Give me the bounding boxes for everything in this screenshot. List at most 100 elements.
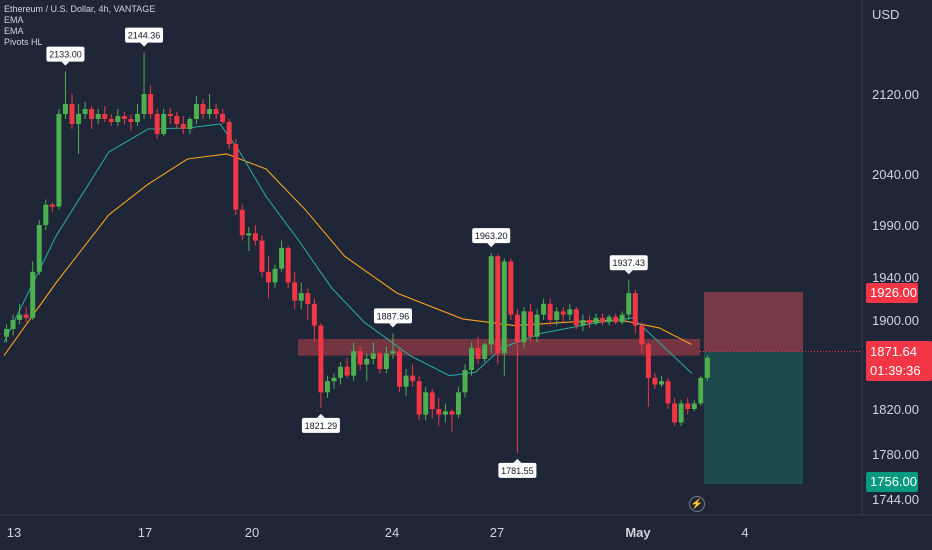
- candle-body: [678, 403, 684, 423]
- candle-body: [318, 325, 324, 393]
- pivot-label-box: [373, 308, 412, 324]
- candle-body: [246, 233, 252, 236]
- candle-body: [193, 104, 199, 119]
- candle-body: [554, 311, 560, 320]
- pivot-label-pointer: [316, 413, 325, 418]
- candle-body: [180, 124, 186, 129]
- candle-body: [226, 122, 232, 144]
- candle-body: [626, 293, 632, 315]
- pivot-label-box: [301, 417, 340, 433]
- candle-body: [357, 351, 363, 365]
- candle-body: [95, 114, 101, 119]
- ema-fast-line: [3, 123, 693, 377]
- candle-body: [449, 411, 455, 415]
- candle-body: [534, 314, 540, 337]
- candle-body: [167, 114, 173, 116]
- pivot-label-box: [472, 228, 511, 244]
- pivot-label-box: [125, 27, 164, 43]
- candle-body: [148, 94, 154, 114]
- candle-body: [698, 377, 704, 404]
- candle-body: [436, 409, 442, 415]
- candle-body: [567, 309, 573, 315]
- candle-body: [613, 316, 619, 323]
- y-tick-label: 1900.00: [872, 313, 919, 328]
- candle-body: [573, 309, 579, 326]
- stop-loss-box: [704, 292, 803, 352]
- x-tick-label: 17: [138, 525, 152, 540]
- candle-body: [423, 392, 429, 415]
- symbol-title[interactable]: Ethereum / U.S. Dollar, 4h, VANTAGE: [4, 4, 156, 14]
- candle-body: [76, 114, 82, 124]
- y-tick-label: 1940.00: [872, 270, 919, 285]
- candle-body: [102, 114, 108, 119]
- candle-body: [23, 314, 29, 318]
- pivot-label-pointer: [513, 458, 522, 463]
- target-price-label: 1756.00: [866, 472, 918, 492]
- candle-body: [691, 403, 697, 409]
- candle-body: [298, 293, 304, 301]
- pivot-label-pointer: [487, 243, 496, 248]
- candle-body: [220, 114, 226, 122]
- candle-body: [560, 311, 566, 315]
- x-tick-label: May: [625, 525, 651, 540]
- pivot-label-box: [609, 255, 648, 271]
- candle-body: [266, 271, 271, 283]
- candle-body: [672, 403, 678, 423]
- candle-body: [115, 116, 121, 122]
- candle-body: [30, 271, 36, 318]
- candle-body: [338, 366, 344, 378]
- currency-label[interactable]: USD: [872, 7, 900, 22]
- candle-body: [606, 316, 612, 323]
- candle-body: [239, 209, 245, 236]
- alert-lightning-icon[interactable]: ⚡: [689, 496, 705, 512]
- candle-body: [495, 256, 501, 354]
- candle-body: [207, 109, 213, 114]
- candle-body: [187, 119, 193, 129]
- y-tick-label: 1744.00: [872, 492, 919, 507]
- pivots-legend[interactable]: Pivots HL: [4, 37, 43, 47]
- candle-body: [508, 261, 514, 315]
- candle-body: [351, 351, 357, 376]
- y-tick-label: 1780.00: [872, 447, 919, 462]
- pivot-label-pointer: [140, 42, 149, 47]
- current-price-label: 1871.64 01:39:36: [866, 341, 932, 381]
- stop-price-label: 1926.00: [866, 283, 918, 303]
- candle-body: [593, 317, 599, 324]
- candle-body: [488, 256, 494, 345]
- candle-body: [469, 347, 475, 371]
- candle-body: [462, 370, 468, 393]
- candle-body: [370, 353, 376, 359]
- y-tick-label: 2120.00: [872, 87, 919, 102]
- candle-body: [43, 204, 49, 225]
- pivot-label: 1887.96: [377, 311, 410, 321]
- pivot-label: 1963.20: [475, 231, 508, 241]
- candle-body: [121, 116, 127, 119]
- x-tick-label: 13: [7, 525, 21, 540]
- candle-body: [377, 353, 383, 369]
- candle-body: [442, 411, 448, 415]
- ema-slow-legend[interactable]: EMA: [4, 26, 24, 36]
- candle-body: [89, 109, 95, 119]
- candle-body: [652, 377, 658, 385]
- candle-body: [62, 104, 68, 114]
- candle-body: [501, 261, 507, 354]
- pivot-label-pointer: [388, 323, 397, 328]
- ema-fast-legend[interactable]: EMA: [4, 15, 24, 25]
- candle-body: [200, 104, 206, 114]
- candle-body: [135, 114, 140, 122]
- candle-body: [49, 204, 55, 207]
- candle-body: [410, 375, 416, 382]
- candle-body: [397, 351, 402, 387]
- candle-body: [108, 119, 114, 122]
- pivot-label: 2133.00: [49, 50, 82, 60]
- candle-body: [279, 247, 285, 269]
- candle-body: [213, 109, 219, 114]
- candle-body: [285, 247, 291, 283]
- candle-body: [233, 144, 239, 210]
- candle-body: [645, 344, 651, 378]
- x-tick-label: 20: [245, 525, 259, 540]
- candle-body: [383, 353, 389, 369]
- bar-countdown: 01:39:36: [870, 363, 921, 378]
- candle-body: [475, 347, 481, 359]
